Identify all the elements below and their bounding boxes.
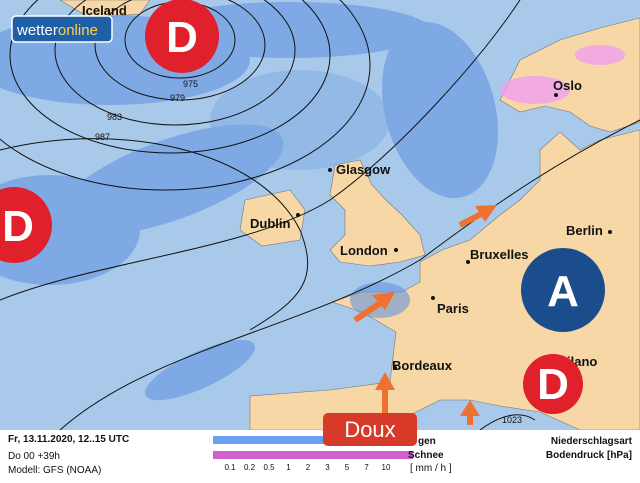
low-label: D: [537, 360, 569, 409]
footer-right: Bodendruck [hPa]: [546, 450, 632, 461]
legend-snow: Schnee: [408, 450, 444, 461]
annotation: Doux: [323, 413, 417, 446]
place-label: Berlin: [566, 223, 603, 238]
footer-date: Fr, 13.11.2020, 12..15 UTC: [8, 434, 129, 445]
scale-label: 0.5: [263, 463, 275, 472]
svg-text:wetteronline: wetteronline: [16, 22, 98, 39]
scale-label: 0.2: [244, 463, 256, 472]
footer-run: Do 00 +39h: [8, 451, 60, 462]
isobars: [0, 0, 640, 431]
isobar-label: 979: [170, 93, 185, 103]
isobar-label: 983: [107, 112, 122, 122]
place-label: London: [340, 243, 388, 258]
place-label: Bordeaux: [392, 358, 453, 373]
place-label: Bruxelles: [470, 247, 529, 262]
place-label: Oslo: [553, 78, 582, 93]
place-label: Paris: [437, 301, 469, 316]
footer-model: Modell: GFS (NOAA): [8, 465, 101, 476]
footer-right: Niederschlagsart: [551, 436, 633, 447]
isobar-label: 975: [183, 79, 198, 89]
scale-label: 0.1: [224, 463, 236, 472]
legend-bars: [213, 436, 413, 459]
scale-label: 5: [345, 463, 350, 472]
isobar-label: 987: [95, 132, 110, 142]
logo: wetteronline: [11, 15, 113, 43]
snow: [500, 45, 625, 104]
pressure-centers: D D A D: [0, 0, 605, 414]
legend-scale: 0.1 0.2 0.5 1 2 3 5 7 10: [224, 463, 391, 472]
logo-text: wetter: [16, 22, 58, 39]
isobar-label: 1023: [502, 415, 522, 425]
low-label: D: [2, 202, 34, 251]
place-label: Glasgow: [336, 162, 391, 177]
city-dots: [296, 93, 612, 370]
annotation-text: Doux: [344, 417, 395, 442]
arrows: [353, 205, 497, 425]
scale-label: 10: [382, 463, 391, 472]
scale-label: 3: [325, 463, 330, 472]
place-label: Iceland: [82, 3, 127, 18]
scale-label: 7: [364, 463, 369, 472]
scale-label: 1: [286, 463, 291, 472]
place-label: Dublin: [250, 216, 290, 231]
legend-rain: gen: [418, 436, 436, 447]
low-label: D: [166, 13, 198, 62]
precipitation: [0, 2, 499, 401]
scale-label: 2: [306, 463, 311, 472]
high-label: A: [547, 267, 579, 316]
logo-text: online: [58, 22, 98, 39]
legend-unit: [ mm / h ]: [410, 463, 452, 474]
